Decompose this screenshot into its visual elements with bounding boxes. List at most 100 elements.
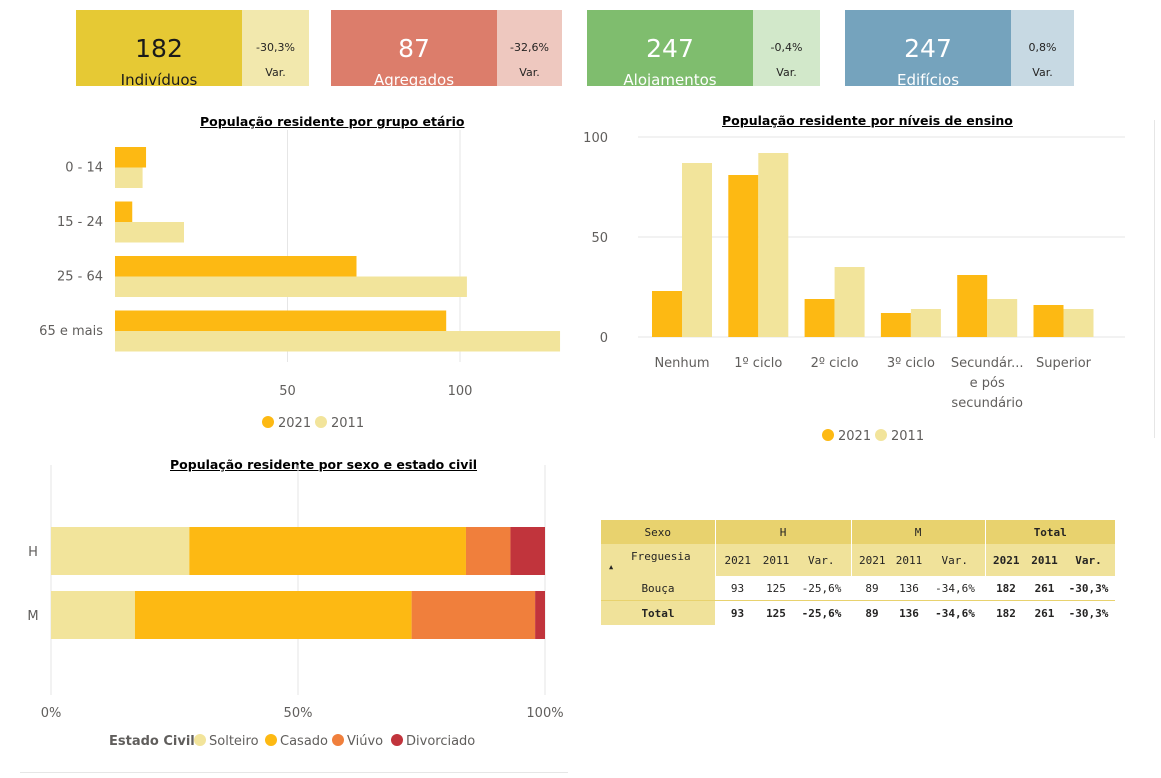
bar-2021 xyxy=(652,291,682,337)
subheader-2021: 2021 xyxy=(984,544,1027,576)
bar-2021 xyxy=(115,310,447,331)
cell: -30,3% xyxy=(1062,600,1115,625)
cell: 125 xyxy=(760,600,792,625)
bar-2011 xyxy=(115,222,184,243)
x-tick-label: 100 xyxy=(448,384,473,399)
row-header-label: Freguesia xyxy=(631,550,691,563)
cell: -34,6% xyxy=(925,600,985,625)
group-header-total: Total xyxy=(984,520,1115,544)
bar-segment-solteiro xyxy=(51,591,135,639)
x-tick-label: 0% xyxy=(41,706,62,721)
legend-label-2021: 2021 xyxy=(278,416,311,431)
cell: 93 xyxy=(715,600,760,625)
table-total-row[interactable]: Total 93 125 -25,6% 89 136 -34,6% 182 26… xyxy=(601,600,1115,625)
education-chart: 0 50 100 Nenhum 1º ciclo 2º ciclo 3º ciclo Secu… xyxy=(583,131,1125,444)
sort-ascending-icon[interactable]: ▲ xyxy=(609,563,614,571)
kpi-variation: -0,4% Var. xyxy=(753,10,820,86)
legend-label: Solteiro xyxy=(209,734,259,749)
kpi-main: 247 Alojamentos xyxy=(587,10,753,89)
legend-marker xyxy=(332,734,344,746)
y-category-label: 25 - 64 xyxy=(57,270,103,285)
x-category-label: Superior xyxy=(1036,356,1092,371)
bar-segment-divorciado xyxy=(535,591,545,639)
subheader-2011: 2011 xyxy=(1027,544,1062,576)
bar-segment-viúvo xyxy=(411,591,536,639)
cell: 261 xyxy=(1027,600,1062,625)
row-label: Total xyxy=(601,600,715,625)
cell: 182 xyxy=(985,576,1027,601)
legend-label-2021: 2021 xyxy=(838,429,871,444)
y-category-label: 65 e mais xyxy=(39,324,103,339)
cell: 136 xyxy=(893,576,925,601)
bar-2011 xyxy=(834,267,865,337)
legend-label-2011: 2011 xyxy=(891,429,924,444)
kpi-main: 182 Indivíduos xyxy=(76,10,242,89)
age-chart-title: População residente por grupo etário xyxy=(200,114,465,129)
legend-label-2011: 2011 xyxy=(331,416,364,431)
group-header-h: H xyxy=(714,520,851,544)
x-tick-label: 50 xyxy=(279,384,296,399)
kpi-label: Agregados xyxy=(373,71,455,89)
bar-2011 xyxy=(115,167,143,188)
x-category-label: 2º ciclo xyxy=(811,356,859,371)
legend-label: Casado xyxy=(280,734,328,749)
bar-2021 xyxy=(880,313,911,337)
x-tick-label: 50% xyxy=(284,706,313,721)
kpi-individuos: 182 Indivíduos -30,3% Var. xyxy=(76,10,309,89)
age-group-chart: 50 100 0 - 14 15 - 24 25 - 64 65 e mais 2021 20… xyxy=(39,130,561,431)
x-category-label: secundário xyxy=(951,396,1023,411)
kpi-value: 247 xyxy=(904,34,952,63)
subheader-2011: 2011 xyxy=(760,544,792,576)
cell: -25,6% xyxy=(792,576,851,601)
kpi-variation-label: Var. xyxy=(776,66,797,79)
kpi-variation: -30,3% Var. xyxy=(242,10,309,86)
x-category-label: 1º ciclo xyxy=(734,356,782,371)
legend-label: Divorciado xyxy=(406,734,475,749)
y-tick-label: 0 xyxy=(600,331,608,346)
row-header-freguesia[interactable]: Freguesia ▲ xyxy=(601,544,715,576)
cell: -34,6% xyxy=(925,576,985,601)
col-header-sexo: Sexo xyxy=(601,520,715,544)
bar-2011 xyxy=(682,163,712,337)
kpi-variation: 0,8% Var. xyxy=(1011,10,1074,86)
legend-marker-2011 xyxy=(315,416,327,428)
y-category-label: 0 - 14 xyxy=(65,161,103,176)
kpi-edificios: 247 Edifícios 0,8% Var. xyxy=(845,10,1074,89)
y-category-label: H xyxy=(28,545,38,560)
bar-segment-casado xyxy=(134,591,412,639)
legend-marker xyxy=(194,734,206,746)
kpi-main: 87 Agregados xyxy=(331,10,497,89)
legend-marker-2021 xyxy=(262,416,274,428)
x-tick-label: 100% xyxy=(526,706,563,721)
x-category-label: e pós xyxy=(970,376,1005,391)
x-category-label: 3º ciclo xyxy=(887,356,935,371)
kpi-label: Indivíduos xyxy=(120,71,198,89)
bar-2011 xyxy=(910,309,941,337)
bar-2021 xyxy=(804,299,835,337)
bar-2021 xyxy=(1033,305,1064,337)
cell: 182 xyxy=(985,600,1027,625)
kpi-main: 247 Edifícios xyxy=(845,10,1011,89)
cell: -30,3% xyxy=(1062,576,1115,601)
y-category-label: M xyxy=(27,609,38,624)
legend-marker xyxy=(265,734,277,746)
panel-bottom-edge xyxy=(20,772,568,773)
cell: -25,6% xyxy=(792,600,851,625)
kpi-variation-label: Var. xyxy=(1032,66,1053,79)
kpi-variation: -32,6% Var. xyxy=(497,10,562,86)
table-row[interactable]: Bouça 93 125 -25,6% 89 136 -34,6% 182 26… xyxy=(601,576,1115,601)
x-category-label: Secundár... xyxy=(951,356,1024,371)
bar-2011 xyxy=(115,276,467,297)
legend-marker-2021 xyxy=(822,429,834,441)
cell: 261 xyxy=(1027,576,1062,601)
cell: 89 xyxy=(851,600,893,625)
x-category-label: Nenhum xyxy=(654,356,709,371)
kpi-variation-value: -32,6% xyxy=(510,41,549,54)
row-label: Bouça xyxy=(601,576,715,601)
bar-2011 xyxy=(987,299,1018,337)
bar-2011 xyxy=(115,331,561,352)
kpi-variation-value: -30,3% xyxy=(256,41,295,54)
population-matrix: Sexo H M Total Freguesia ▲ 2021 2011 Var… xyxy=(601,520,1115,625)
kpi-value: 247 xyxy=(646,34,694,63)
legend-marker-2011 xyxy=(875,429,887,441)
